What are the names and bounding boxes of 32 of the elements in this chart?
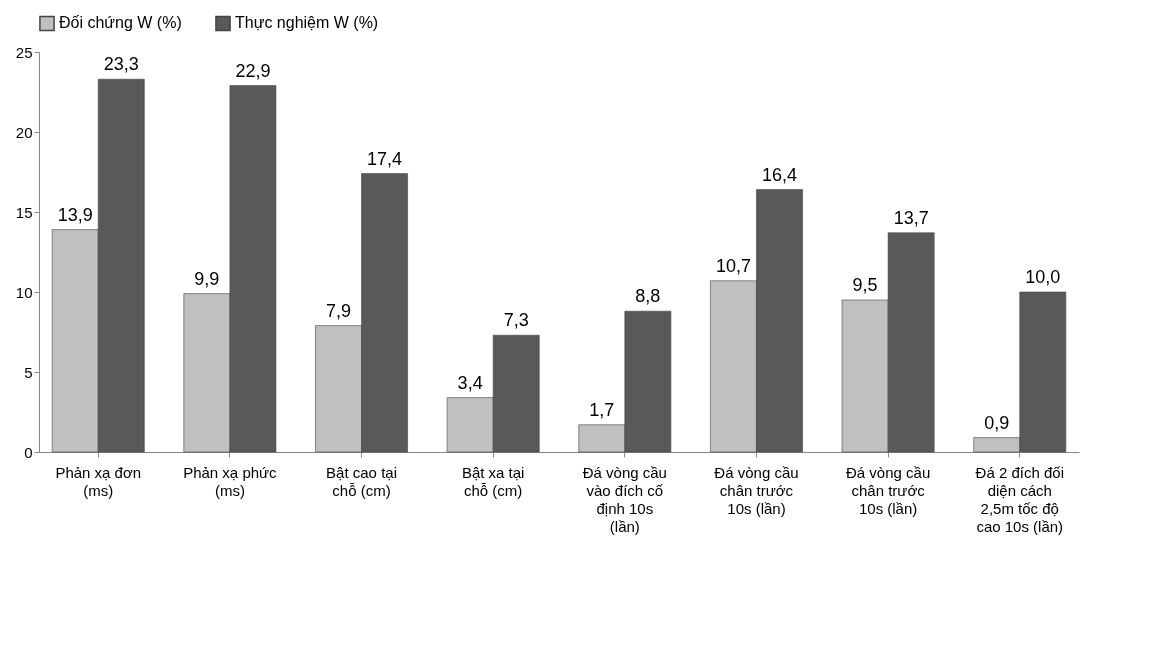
data-label: 7,3 [503, 310, 529, 331]
data-label: 13,9 [57, 204, 93, 225]
legend-label: Đối chứng W (%) [59, 14, 182, 32]
data-label: 10,0 [1025, 267, 1061, 287]
x-tick-label: Phản xạ phức (ms) [183, 463, 278, 499]
data-label: 8,8 [635, 286, 661, 307]
y-tick-label: 25 [15, 43, 33, 61]
y-tick-label: 20 [15, 123, 33, 141]
data-label: 10,7 [715, 255, 751, 276]
data-label: 3,4 [457, 372, 483, 393]
y-tick-label: 0 [24, 443, 33, 461]
data-label: 17,4 [367, 148, 403, 169]
data-label: 0,9 [984, 412, 1010, 433]
data-label: 23,3 [103, 54, 139, 75]
data-label: 22,9 [235, 60, 271, 81]
x-tick-label: Phản xạ đơn (ms) [55, 463, 142, 499]
data-label: 9,5 [852, 275, 878, 295]
legend-label: Thực nghiệm W (%) [235, 14, 379, 32]
x-tick-label: Đá vòng cầu chân trước 10s (lần) [714, 463, 799, 517]
x-tick-label: Bật cao tại chỗ (cm) [326, 463, 397, 499]
data-label: 16,4 [761, 164, 798, 185]
x-tick-label: Đá vòng cầu vào đích cố định 10s (lần) [582, 463, 667, 535]
data-label: 7,9 [325, 300, 352, 321]
y-tick-label: 10 [15, 283, 33, 301]
data-label: 9,9 [194, 268, 220, 289]
data-label: 13,7 [893, 207, 929, 228]
y-tick-label: 15 [15, 203, 33, 221]
x-tick-label: Đá 2 đích đối diện cách 2,5m tốc độ cao 10s (lần) [975, 463, 1064, 535]
x-tick-label: Bật xa tại chỗ (cm) [461, 463, 525, 499]
data-label: 1,7 [589, 399, 615, 420]
x-tick-label: Đá vòng cầu chân trước 10s (lần) [846, 463, 931, 517]
y-tick-label: 5 [24, 363, 33, 381]
